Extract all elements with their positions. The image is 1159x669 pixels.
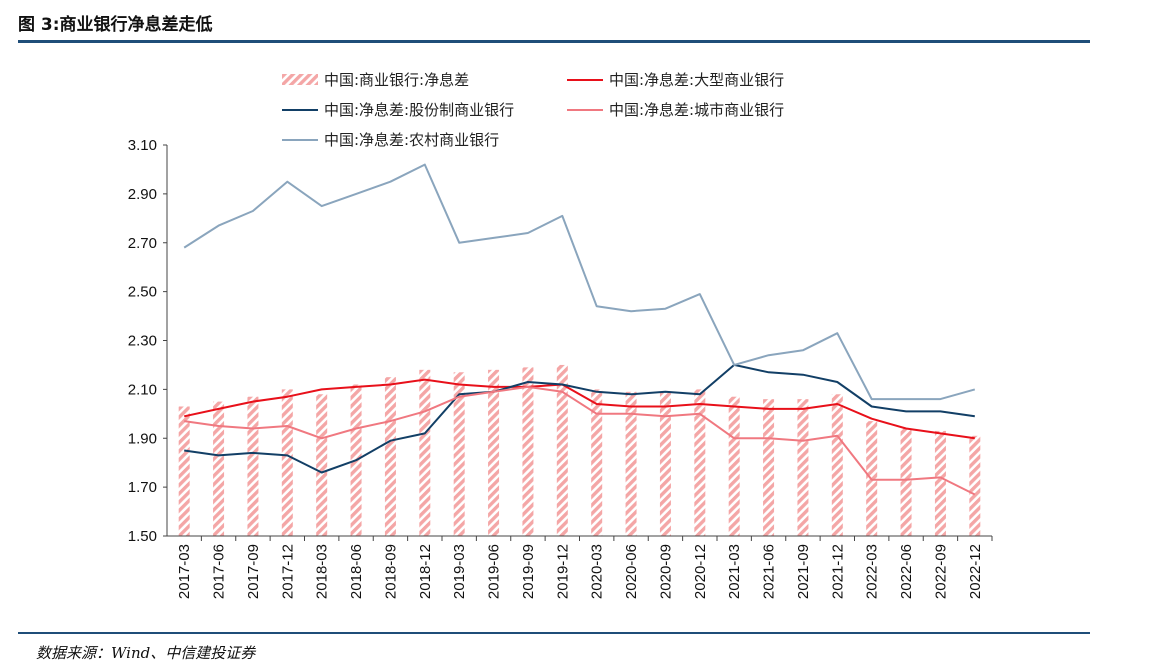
source-rule [18,632,1090,634]
bar-2021-06 [763,399,775,536]
x-tick-label: 2022-06 [898,544,915,599]
x-tick-label: 2021-06 [761,544,778,599]
bar-2020-12 [694,389,706,536]
legend-label: 中国:商业银行:净息差 [324,71,469,89]
x-tick-label: 2020-06 [623,544,640,599]
x-tick-label: 2018-09 [382,544,399,599]
y-tick-label: 1.70 [128,479,157,496]
x-tick-label: 2017-12 [279,544,296,599]
legend-label: 中国:净息差:大型商业银行 [609,71,784,89]
figure-title: 图 3:商业银行净息差走低 [18,15,213,35]
x-tick-label: 2019-03 [451,544,468,599]
bar-2019-06 [488,369,500,536]
y-tick-label: 2.50 [128,284,157,301]
bar-2020-09 [659,391,671,536]
x-tick-label: 2020-09 [657,544,674,599]
bar-2018-12 [419,369,431,536]
x-tick-label: 2017-03 [176,544,193,599]
bar-2017-09 [247,396,259,536]
bar-series [178,364,981,536]
y-tick-label: 2.70 [128,235,157,252]
line-series-3 [184,385,976,496]
y-tick-label: 3.10 [128,137,157,154]
x-tick-label: 2020-03 [589,544,606,599]
x-tick-label: 2017-06 [211,544,228,599]
line-series-4 [183,163,976,401]
x-tick-label: 2019-12 [554,544,571,599]
x-tick-label: 2017-09 [245,544,262,599]
bar-2019-03 [453,372,465,536]
bar-2019-12 [556,364,568,536]
legend-label: 中国:净息差:城市商业银行 [609,101,784,119]
bar-2017-12 [281,389,293,536]
title-rule [18,40,1090,43]
y-tick-label: 2.10 [128,381,157,398]
bar-2017-06 [213,401,225,536]
x-tick-label: 2020-12 [692,544,709,599]
x-tick-label: 2022-03 [864,544,881,599]
legend-label: 中国:净息差:农村商业银行 [324,131,499,149]
legend-swatch [282,74,318,85]
y-tick-label: 1.50 [128,528,157,545]
bar-2020-03 [591,389,603,536]
y-tick-label: 2.90 [128,186,157,203]
line-series [183,163,976,496]
x-tick-label: 2022-12 [967,544,984,599]
y-tick-label: 2.30 [128,333,157,350]
bar-2020-06 [625,391,637,536]
legend-label: 中国:净息差:股份制商业银行 [324,101,514,119]
bar-2021-09 [797,399,809,536]
line-series-2 [184,363,975,474]
source-note: 数据来源：Wind、中信建投证券 [36,644,256,662]
bar-2022-12 [969,435,981,536]
x-tick-label: 2021-09 [795,544,812,599]
x-tick-label: 2021-12 [829,544,846,599]
bar-2022-09 [934,430,946,536]
axes: 1.50 1.70 1.90 2.10 2.30 2.50 2.70 2.90 3.10 2017… [128,137,993,599]
x-tick-label: 2018-06 [348,544,365,599]
bar-2019-09 [522,367,534,536]
x-tick-label: 2018-03 [314,544,331,599]
x-tick-label: 2018-12 [417,544,434,599]
x-tick-label: 2019-09 [520,544,537,599]
x-tick-label: 2022-09 [932,544,949,599]
bar-2018-09 [384,377,396,536]
x-tick-label: 2021-03 [726,544,743,599]
line-series-1 [183,378,975,440]
x-tick-label: 2019-06 [486,544,503,599]
bar-2021-12 [831,394,843,536]
bar-2021-03 [728,396,740,536]
bar-2018-03 [316,394,328,536]
bar-2017-03 [178,406,190,536]
bar-2022-06 [900,428,912,536]
y-tick-label: 1.90 [128,430,157,447]
